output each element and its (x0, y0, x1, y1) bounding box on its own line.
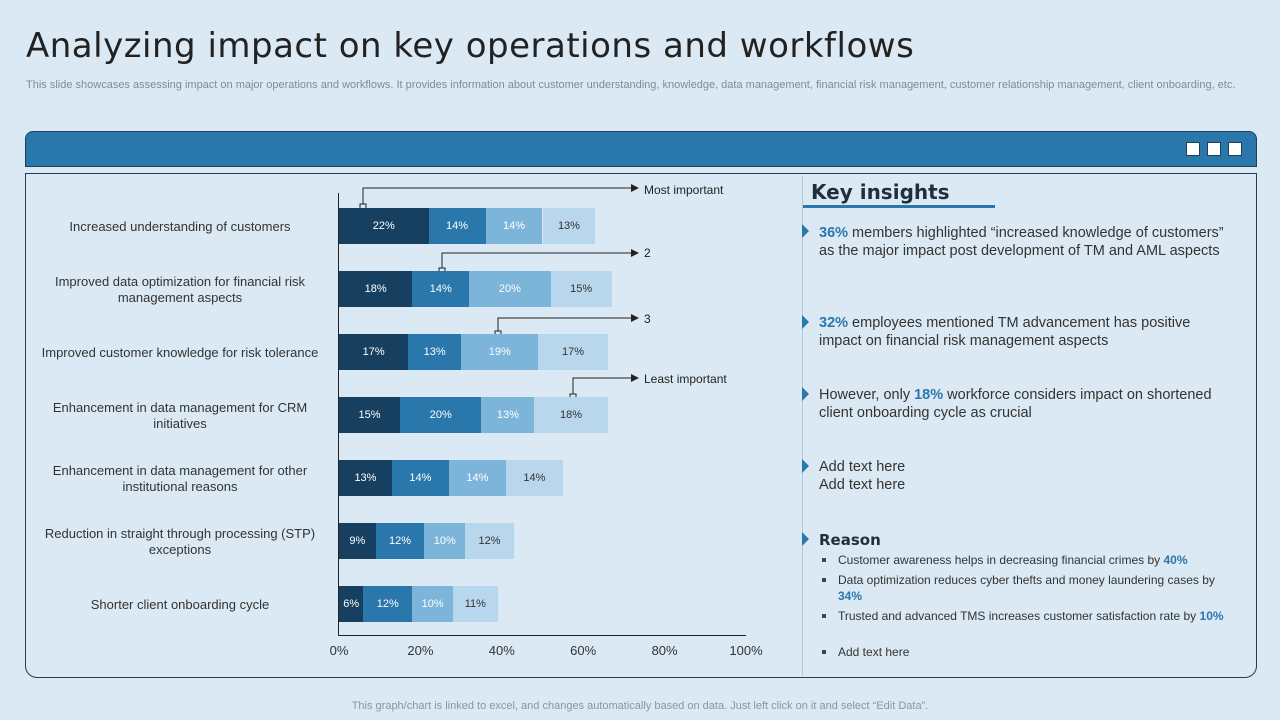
annotation-label: 2 (644, 246, 651, 260)
bar-segment[interactable]: 15% (339, 397, 401, 433)
bar-segment[interactable]: 9% (339, 523, 376, 559)
bar-segment[interactable]: 11% (452, 586, 498, 622)
bar-segment[interactable]: 13% (542, 208, 596, 244)
insights-underline (803, 205, 995, 208)
bar-segment[interactable]: 13% (339, 460, 392, 496)
insight-item: However, only 18% workforce considers im… (819, 387, 1212, 421)
page-subtitle: This slide showcases assessing impact on… (26, 79, 1236, 91)
annotation-label: 3 (644, 312, 651, 326)
insight-item: Add text here Add text here (819, 459, 906, 493)
bar-segment[interactable]: 12% (363, 586, 413, 622)
y-axis (338, 193, 339, 635)
bar-segment[interactable]: 18% (339, 271, 413, 307)
header-banner (25, 131, 1257, 167)
bar-segment[interactable]: 20% (469, 271, 551, 307)
chevron-right-icon (802, 224, 809, 238)
square-icon (1186, 142, 1200, 156)
bar-segment[interactable]: 22% (339, 208, 429, 244)
bar-segment[interactable]: 12% (465, 523, 514, 559)
reason-item: Data optimization reduces cyber thefts a… (820, 572, 1225, 604)
panel-divider (802, 176, 803, 676)
bar-segment[interactable]: 17% (339, 334, 409, 370)
x-tick-label: 80% (651, 643, 678, 658)
bar-segment[interactable]: 17% (538, 334, 608, 370)
reason-title: Reason (819, 531, 881, 549)
bar-segment[interactable]: 13% (408, 334, 462, 370)
bar-segment[interactable]: 10% (412, 586, 453, 622)
square-icon (1207, 142, 1221, 156)
x-tick-label: 0% (329, 643, 349, 658)
chevron-right-icon (802, 532, 809, 546)
category-label: Enhancement in data management for other… (52, 463, 308, 494)
page-title: Analyzing impact on key operations and w… (26, 26, 915, 66)
bar-segment[interactable]: 14% (428, 208, 486, 244)
bar-segment[interactable]: 15% (550, 271, 612, 307)
chevron-right-icon (802, 459, 809, 473)
square-icon (1228, 142, 1242, 156)
annotation-label: Most important (644, 183, 724, 197)
bar-segment[interactable]: 14% (412, 271, 470, 307)
annotation-label: Least important (644, 372, 727, 386)
bar-segment[interactable]: 14% (391, 460, 449, 496)
category-label: Improved customer knowledge for risk tol… (41, 345, 319, 360)
bar-segment[interactable]: 10% (424, 523, 466, 559)
bar-segment[interactable]: 14% (485, 208, 543, 244)
content-panel (25, 173, 1257, 678)
insight-item: 32% employees mentioned TM advancement h… (819, 315, 1191, 349)
bar-segment[interactable]: 19% (461, 334, 539, 370)
x-tick-label: 60% (570, 643, 597, 658)
category-label: Reduction in straight through processing… (44, 526, 316, 557)
window-controls (1186, 142, 1242, 156)
reason-item: Trusted and advanced TMS increases custo… (820, 608, 1225, 624)
insights-title: Key insights (811, 180, 950, 204)
bar-segment[interactable]: 14% (448, 460, 506, 496)
bar-segment[interactable]: 20% (400, 397, 482, 433)
bar-segment[interactable]: 6% (339, 586, 364, 622)
chevron-right-icon (802, 315, 809, 329)
insight-item: 36% members highlighted “increased knowl… (819, 225, 1224, 259)
bar-segment[interactable]: 18% (534, 397, 608, 433)
category-label: Improved data optimization for financial… (54, 274, 305, 305)
x-tick-label: 20% (407, 643, 434, 658)
bar-segment[interactable]: 14% (505, 460, 563, 496)
category-label: Increased understanding of customers (69, 219, 291, 234)
x-tick-label: 40% (488, 643, 515, 658)
reason-item: Add text here (820, 644, 1225, 660)
category-label: Enhancement in data management for CRM i… (52, 400, 308, 431)
category-label: Shorter client onboarding cycle (90, 597, 270, 612)
bar-segment[interactable]: 12% (375, 523, 425, 559)
x-axis (338, 635, 746, 636)
chevron-right-icon (802, 387, 809, 401)
x-tick-label: 100% (729, 643, 763, 658)
reason-item: Customer awareness helps in decreasing f… (820, 552, 1225, 568)
footer-note: This graph/chart is linked to excel, and… (351, 700, 929, 712)
bar-segment[interactable]: 13% (481, 397, 535, 433)
